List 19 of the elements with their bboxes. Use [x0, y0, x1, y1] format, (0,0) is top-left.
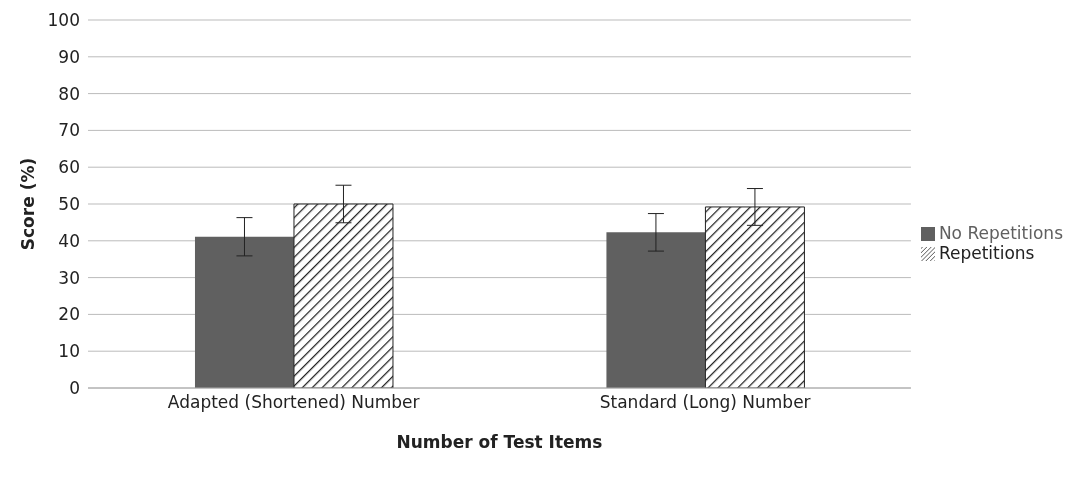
x-tick-label: Standard (Long) Number: [599, 392, 811, 413]
y-tick-label: 20: [58, 304, 80, 325]
y-tick-label: 60: [58, 157, 80, 178]
bar: [194, 236, 294, 388]
x-axis-title: Number of Test Items: [396, 432, 603, 452]
y-axis-title: Score (%): [18, 157, 39, 251]
y-tick-label: 0: [69, 378, 80, 399]
y-tick-label: 80: [58, 83, 80, 104]
y-tick-label: 90: [58, 46, 80, 67]
y-tick-label: 40: [58, 230, 80, 251]
y-tick-label: 10: [58, 341, 80, 362]
legend-label: Repetitions: [938, 243, 1035, 263]
y-tick-label: 70: [58, 120, 80, 141]
x-tick-label: Adapted (Shortened) Number: [167, 392, 420, 413]
bar: [606, 232, 706, 388]
y-tick-label: 50: [58, 194, 80, 215]
legend-label: No Repetitions: [938, 223, 1063, 243]
y-tick-label: 30: [58, 267, 80, 288]
y-tick-label: 100: [47, 10, 80, 31]
